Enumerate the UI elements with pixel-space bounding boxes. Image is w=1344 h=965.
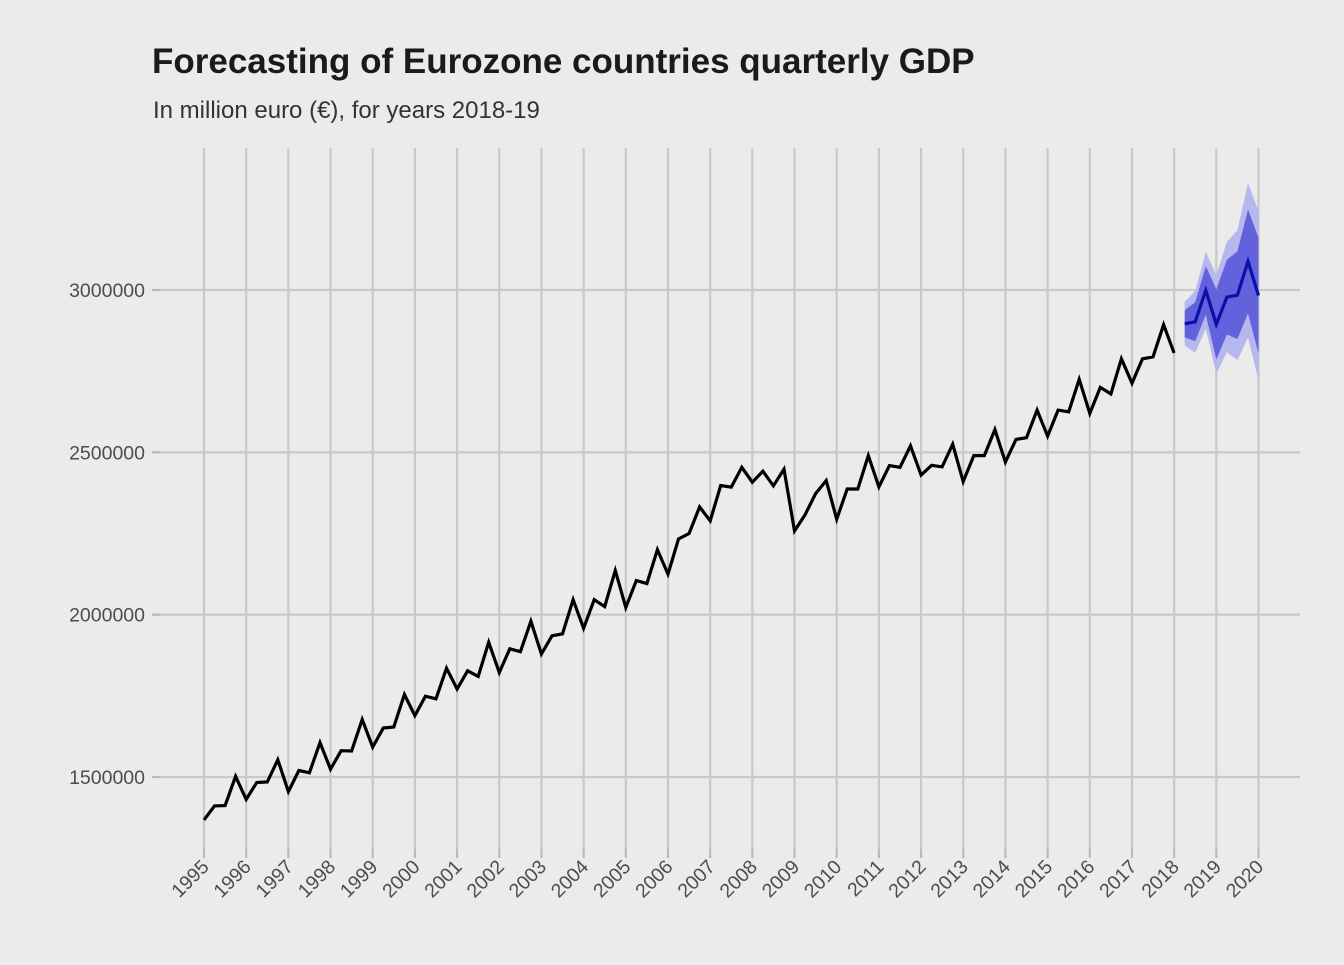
- y-axis-tick-label: 2500000: [69, 442, 145, 464]
- vertical-gridlines: [202, 148, 1260, 849]
- y-axis-tick-label: 3000000: [69, 280, 145, 302]
- x-axis-ticks: [202, 849, 1260, 858]
- confidence-bands: [1184, 182, 1259, 380]
- y-axis-labels: 1500000 2000000 2500000 3000000: [69, 280, 145, 789]
- forecast-mean-line: [1184, 256, 1261, 330]
- y-axis-tick-label: 1500000: [69, 767, 145, 789]
- historical-series-line: [202, 319, 1176, 821]
- chart-title: Forecasting of Eurozone countries quarte…: [152, 42, 975, 81]
- y-axis-tick-label: 2000000: [69, 605, 145, 627]
- chart-subtitle: In million euro (€), for years 2018-19: [153, 97, 540, 124]
- y-axis-ticks: [152, 288, 160, 779]
- horizontal-gridlines: [160, 288, 1300, 779]
- ci-80-band: [1184, 209, 1259, 360]
